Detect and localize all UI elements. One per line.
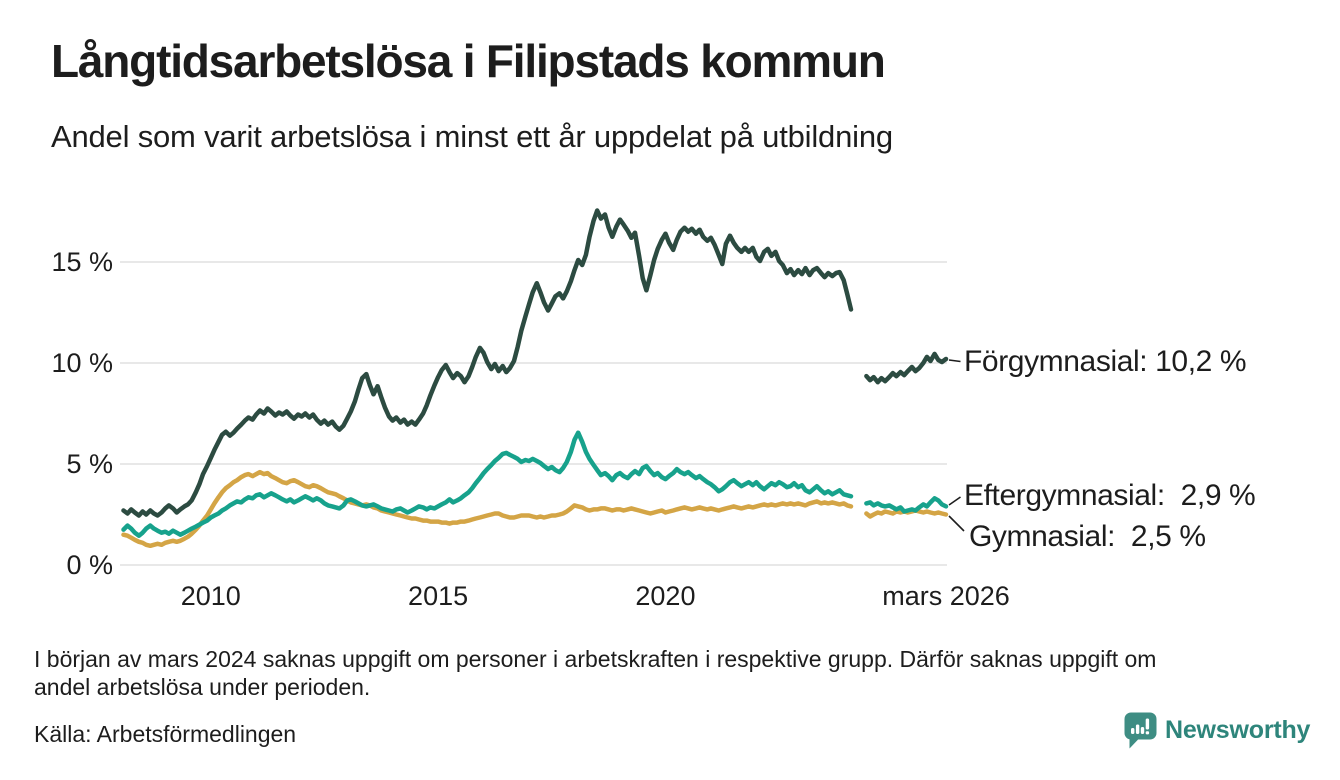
y-axis-tick-label: 10 % [51,348,113,378]
label-connector [948,515,965,532]
newsworthy-logo: Newsworthy [1124,712,1310,749]
series-line-förgymnasial [121,208,854,518]
footnote: I början av mars 2024 saknas uppgift om … [34,646,1156,701]
footnote-line-2: andel arbetslösa under perioden. [34,673,371,700]
x-axis-tick-label: 2015 [408,581,469,611]
newsworthy-wordmark: Newsworthy [1165,716,1311,744]
series-end-label-eftergymnasial: Eftergymnasial: 2,9 % [964,479,1256,512]
series-line-eftergymnasial [121,430,854,538]
series-end-label-gymnasial: Gymnasial: 2,5 % [969,520,1206,553]
series-line-eftergymnasial [864,496,949,514]
y-axis-tick-label: 15 % [51,247,113,277]
series-line-förgymnasial [864,351,949,385]
series-line-gymnasial [121,469,854,549]
newsworthy-icon [1124,712,1157,749]
x-axis-tick-label: 2010 [180,581,241,611]
y-axis-tick-label: 5 % [66,449,113,479]
footnote-line-1: I början av mars 2024 saknas uppgift om … [34,646,1157,672]
x-axis-tick-label: 2020 [635,581,696,611]
source-credit: Källa: Arbetsförmedlingen [34,721,297,747]
label-connector [948,496,961,506]
chart-title: Långtidsarbetslösa i Filipstads kommun [51,35,886,87]
label-connector [948,359,961,363]
x-axis-tick-label: mars 2026 [882,581,1010,611]
chart-subtitle: Andel som varit arbetslösa i minst ett å… [51,119,893,154]
series-end-label-forgymnasial: Förgymnasial: 10,2 % [964,345,1247,378]
y-axis-tick-label: 0 % [66,550,113,580]
